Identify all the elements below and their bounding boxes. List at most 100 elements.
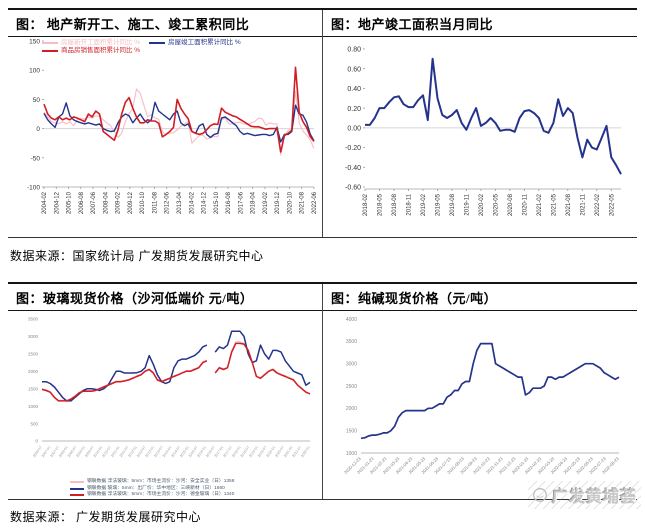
axis-tick-label: 2019-02 — [421, 193, 427, 216]
axis-tick-label: 4000 — [346, 317, 357, 323]
legend-swatch — [42, 41, 58, 44]
data-source-note: 数据来源：国家统计局 广发期货发展研究中心 — [10, 249, 264, 263]
axis-tick-label: 2018-07 — [240, 445, 251, 458]
chart-canvas: 35003000250020001500100050002006-072007-… — [28, 317, 311, 458]
legend-item: 房屋新开工面积累计同比 % — [42, 39, 140, 46]
chart-soda-ash-spot-price: 4000 3500 3000 2500 2000 1500 1000 2020-12-23 20… — [323, 311, 637, 499]
axis-tick-label: 2020-10 — [287, 191, 293, 214]
top-chart-section: 图： 地产新开工、施工、竣工累积同比 150 100 50 0 -50 -100 2004-… — [8, 8, 637, 238]
axis-tick-label: 2008-04 — [103, 191, 109, 214]
legend-label: 商品房销售面积累计同比 % — [61, 47, 141, 55]
axis-tick-label: 2015-01 — [179, 445, 190, 458]
legend-row: 钢联数据 玻璃：5mm：出厂价：华中地区：三峡新材（日）1660 — [70, 486, 234, 492]
legend-row: 钢联数据 浮法玻璃：5mm：市场主流价：沙河：德金玻璃（日）1340 — [70, 492, 234, 498]
axis-tick-label: 2004-02 — [42, 191, 48, 214]
axis-tick-label: 1000 — [28, 404, 39, 409]
axis-tick-label: -50 — [31, 155, 41, 162]
legend-item: 钢联数据 浮法玻璃：5mm：市场主流价：沙河：德金玻璃（日）1340 — [70, 492, 234, 498]
axis-tick-label: 2022-05 — [609, 193, 615, 216]
axis-tick-label: 2013-07 — [153, 445, 164, 458]
watermark-gf-huangpu-club: 广发黄埔荟 — [527, 481, 641, 509]
axis-tick-label: 2020-02 — [479, 193, 485, 216]
axis-tick-label: 2021-07 — [292, 445, 303, 458]
chart-new-start-construction-completion-yoy: 150 100 50 0 -50 -100 2004-02 2004-12 2005-10 200… — [8, 37, 322, 237]
axis-tick-label: 2019-07 — [257, 445, 268, 458]
axis-tick-label: 3000 — [28, 334, 39, 339]
axis-tick-label: 2011-01 — [110, 445, 121, 458]
legend-swatch — [70, 481, 84, 484]
axis-tick-label: 2021-02 — [537, 193, 543, 216]
axis-tick-label: 2021-08 — [300, 191, 306, 214]
axis-tick-label: 2018-11 — [406, 193, 412, 215]
axis-tick-label: 0.80 — [347, 47, 361, 54]
axis-tick-label: 2017-07 — [222, 445, 233, 458]
axis-tick-label: 2011-07 — [119, 445, 130, 458]
axis-tick-label: 2004-12 — [54, 191, 60, 214]
axis-tick-label: 2020-05 — [493, 193, 499, 216]
axis-tick-label: 2022-02 — [595, 193, 601, 216]
axis-tick-label: 2014-01 — [162, 445, 173, 458]
axis-tick-label: 2017-01 — [214, 445, 225, 458]
axis-tick-label: 2009-02 — [116, 191, 122, 214]
axis-tick-label: 2007-06 — [91, 191, 97, 214]
series-line-completion-monthly-yoy — [365, 57, 622, 175]
axis-tick-label: 2012-06 — [165, 191, 171, 214]
axis-tick-label: 2009-07 — [84, 445, 95, 458]
axis-tick-label: 2020-11 — [522, 193, 528, 215]
chart-completion-monthly-yoy: 0.80 0.60 0.40 0.20 0.00 -0.20 -0.40 -0.60 2018-… — [323, 37, 637, 237]
legend-row: 钢联数据 浮法玻璃：5mm：市场主流价：沙河：安全实业（日）1358 — [70, 479, 234, 485]
axis-tick-label: 2014-02 — [189, 191, 195, 214]
series-line-dejin-boli — [41, 342, 311, 402]
legend-label: 房屋新开工面积累计同比 % — [61, 39, 141, 46]
legend-label: 钢联数据 浮法玻璃：5mm：市场主流价：沙河：德金玻璃（日）1340 — [87, 492, 235, 498]
legend-item: 钢联数据 玻璃：5mm：出厂价：华中地区：三峡新材（日）1660 — [70, 486, 225, 492]
chart-title: 图： 地产新开工、施工、竣工累积同比 — [8, 10, 322, 37]
legend-item: 房屋竣工面积累计同比 % — [149, 39, 241, 46]
axis-tick-label: 2500 — [346, 384, 357, 390]
axis-tick-label: 2019-05 — [435, 193, 441, 216]
axis-tick-label: 2013-01 — [145, 445, 156, 458]
series-line-sanxia-xincai — [42, 330, 311, 402]
legend-row: 房屋新开工面积累计同比 % 房屋竣工面积累计同比 % — [42, 39, 241, 46]
chart-canvas: 0.800.600.400.200.00-0.20-0.40-0.602018-… — [345, 47, 622, 216]
axis-tick-label: 2008-07 — [67, 445, 78, 458]
axis-tick-label: 0 — [36, 126, 40, 133]
axis-tick-label: 1500 — [28, 386, 39, 391]
legend-item: 钢联数据 浮法玻璃：5mm：市场主流价：沙河：安全实业（日）1358 — [70, 479, 234, 485]
axis-tick-label: 2010-01 — [93, 445, 104, 458]
axis-tick-label: 2019-11 — [464, 193, 470, 215]
axis-tick-label: 2021-01 — [283, 445, 294, 458]
axis-tick-label: 2016-07 — [205, 445, 216, 458]
axis-tick-label: 2006-08 — [79, 191, 85, 214]
axis-tick-label: 2013-04 — [177, 191, 183, 214]
axis-tick-label: 2015-10 — [214, 191, 220, 214]
bottom-chart-section: 图：玻璃现货价格（沙河低端价 元/吨） 3500 3000 2500 2000 1500… — [8, 282, 637, 500]
series-line-completions — [43, 101, 315, 143]
axis-tick-label: 2007-07 — [49, 445, 60, 458]
series-line-soda-ash-spot — [360, 342, 620, 440]
panel-real-estate-cumulative: 图： 地产新开工、施工、竣工累积同比 150 100 50 0 -50 -100 2004-… — [8, 10, 322, 237]
axis-tick-label: 2022-06 — [312, 191, 318, 214]
axis-tick-label: 2010-10 — [140, 191, 146, 214]
axis-tick-label: 2019-08 — [450, 193, 456, 216]
watermark-text: 广发黄埔荟 — [551, 489, 637, 506]
axis-tick-label: 2022-01 — [300, 445, 311, 458]
axis-tick-label: 2009-01 — [75, 445, 86, 458]
chart-glass-spot-price: 3500 3000 2500 2000 1500 1000 500 0 2006-07 2007-… — [8, 311, 322, 499]
legend-swatch — [42, 50, 58, 53]
axis-tick-label: 500 — [30, 421, 38, 426]
panel-completion-monthly: 图：地产竣工面积当月同比 0.80 0.60 0.40 0.20 0.00 -0.20 -0… — [322, 10, 637, 237]
data-source-note: 数据来源： 广发期货发展研究中心 — [10, 510, 202, 524]
legend-label: 钢联数据 玻璃：5mm：出厂价：华中地区：三峡新材（日）1660 — [87, 485, 225, 491]
axis-tick-label: 2011-08 — [152, 191, 158, 213]
legend-label: 钢联数据 浮法玻璃：5mm：市场主流价：沙河：安全实业（日）1358 — [87, 479, 235, 485]
axis-tick-label: -0.40 — [345, 165, 361, 172]
axis-tick-label: 0 — [35, 439, 38, 444]
axis-tick-label: 2018-05 — [377, 193, 383, 216]
axis-tick-label: 2016-01 — [196, 445, 207, 458]
chart-title: 图：纯碱现货价格（元/吨） — [323, 284, 637, 311]
axis-tick-label: 2000 — [346, 406, 357, 412]
axis-tick-label: 2020-08 — [508, 193, 514, 216]
legend-swatch — [149, 41, 166, 44]
